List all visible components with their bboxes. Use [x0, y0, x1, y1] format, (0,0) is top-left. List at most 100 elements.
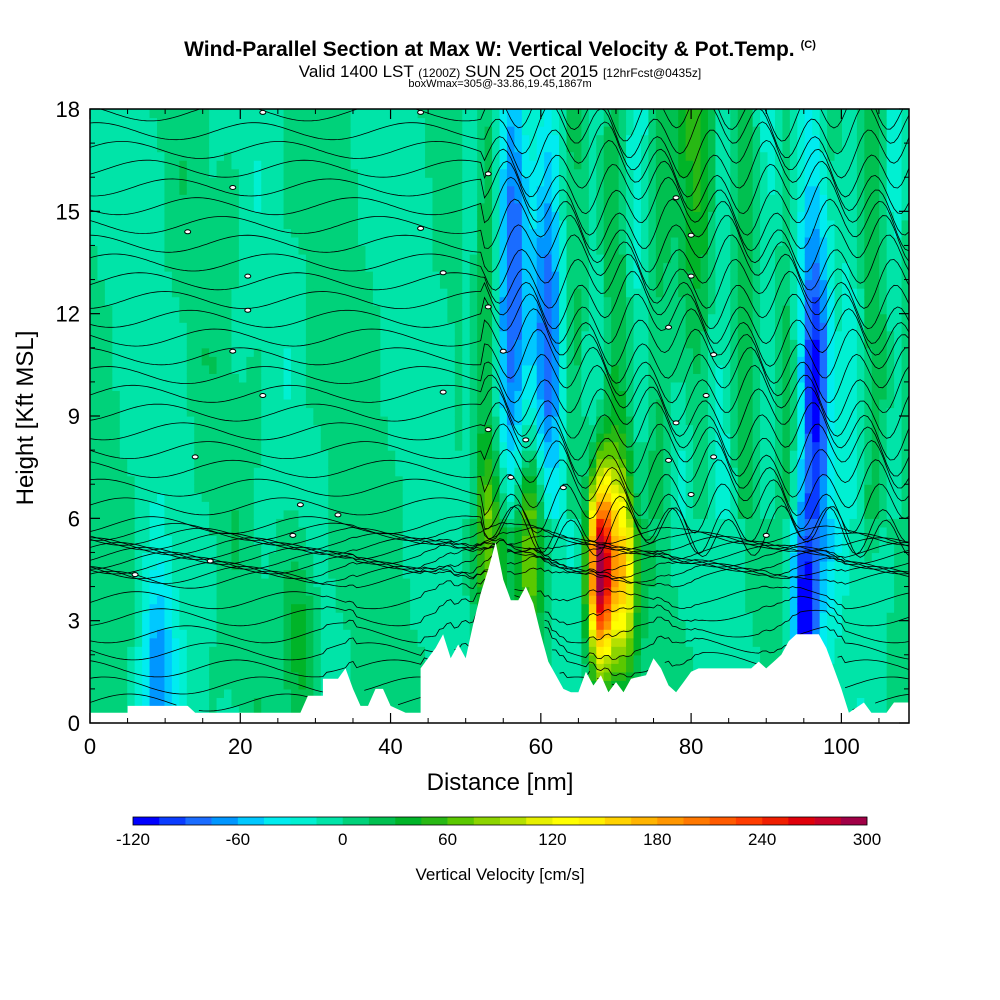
velocity-cell — [477, 390, 486, 400]
velocity-cell — [291, 663, 300, 673]
velocity-cell — [492, 211, 501, 221]
velocity-cell — [283, 151, 292, 161]
velocity-cell — [350, 271, 359, 281]
velocity-cell — [216, 313, 225, 323]
velocity-cell — [142, 151, 151, 161]
velocity-cell — [186, 671, 195, 681]
velocity-cell — [253, 134, 262, 144]
velocity-cell — [127, 535, 136, 545]
velocity-cell — [372, 134, 381, 144]
velocity-cell — [238, 177, 247, 187]
velocity-cell — [573, 680, 582, 690]
velocity-cell — [395, 185, 404, 195]
velocity-cell — [305, 620, 314, 630]
velocity-cell — [469, 177, 478, 187]
velocity-cell — [142, 364, 151, 374]
velocity-cell — [104, 680, 113, 690]
velocity-cell — [335, 595, 344, 605]
velocity-cell — [142, 407, 151, 417]
velocity-cell — [432, 620, 441, 630]
velocity-cell — [90, 467, 99, 477]
velocity-cell — [268, 219, 277, 229]
velocity-cell — [521, 398, 530, 409]
velocity-cell — [157, 501, 166, 511]
velocity-cell — [194, 637, 203, 647]
velocity-cell — [112, 390, 121, 400]
velocity-cell — [372, 535, 381, 545]
velocity-cell — [231, 390, 240, 400]
velocity-cell — [521, 501, 530, 511]
velocity-cell — [380, 612, 389, 622]
velocity-cell — [402, 288, 411, 298]
velocity-cell — [343, 578, 352, 588]
velocity-cell — [268, 433, 277, 443]
velocity-cell — [231, 236, 240, 247]
velocity-cell — [268, 603, 277, 613]
velocity-cell — [90, 305, 99, 315]
velocity-cell — [238, 671, 247, 681]
velocity-cell — [484, 552, 493, 562]
velocity-cell — [238, 552, 247, 562]
velocity-cell — [372, 663, 381, 673]
velocity-cell — [104, 620, 113, 630]
velocity-cell — [157, 322, 166, 332]
velocity-cell — [454, 236, 463, 247]
velocity-cell — [559, 475, 568, 485]
velocity-cell — [127, 603, 136, 613]
velocity-cell — [127, 279, 136, 289]
velocity-cell — [238, 356, 247, 366]
velocity-cell — [596, 646, 605, 656]
velocity-cell — [291, 501, 300, 511]
velocity-cell — [454, 143, 463, 153]
velocity-cell — [439, 185, 448, 195]
velocity-cell — [164, 407, 173, 417]
velocity-cell — [596, 595, 605, 605]
velocity-cell — [134, 433, 143, 443]
velocity-cell — [529, 168, 538, 178]
velocity-cell — [380, 322, 389, 332]
velocity-cell — [231, 322, 240, 332]
velocity-cell — [142, 194, 151, 204]
velocity-cell — [536, 288, 545, 298]
velocity-cell — [164, 450, 173, 460]
velocity-cell — [454, 560, 463, 571]
velocity-cell — [365, 424, 374, 434]
velocity-cell — [179, 339, 188, 349]
velocity-cell — [380, 433, 389, 443]
velocity-cell — [134, 194, 143, 204]
velocity-cell — [201, 509, 210, 519]
velocity-cell — [469, 322, 478, 332]
velocity-cell — [514, 117, 523, 127]
velocity-cell — [157, 347, 166, 357]
velocity-cell — [261, 177, 270, 187]
velocity-cell — [97, 697, 106, 707]
velocity-cell — [343, 177, 352, 187]
velocity-cell — [425, 177, 434, 187]
velocity-cell — [410, 552, 419, 562]
velocity-cell — [201, 296, 210, 306]
velocity-cell — [320, 109, 329, 119]
velocity-cell — [432, 245, 441, 255]
velocity-cell — [380, 535, 389, 545]
velocity-cell — [506, 134, 515, 144]
velocity-cell — [372, 160, 381, 170]
velocity-cell — [358, 475, 367, 485]
velocity-cell — [581, 160, 590, 170]
velocity-cell — [179, 373, 188, 383]
velocity-cell — [201, 458, 210, 468]
velocity-cell — [395, 441, 404, 451]
velocity-cell — [506, 424, 515, 434]
velocity-cell — [439, 330, 448, 340]
velocity-cell — [127, 373, 136, 383]
velocity-cell — [425, 296, 434, 306]
velocity-cell — [209, 663, 218, 673]
velocity-cell — [164, 322, 173, 332]
velocity-cell — [313, 475, 322, 485]
velocity-cell — [551, 202, 560, 212]
velocity-cell — [224, 526, 233, 536]
velocity-cell — [186, 253, 195, 264]
velocity-cell — [231, 109, 240, 119]
velocity-cell — [186, 603, 195, 613]
velocity-cell — [127, 458, 136, 468]
velocity-cell — [305, 322, 314, 332]
